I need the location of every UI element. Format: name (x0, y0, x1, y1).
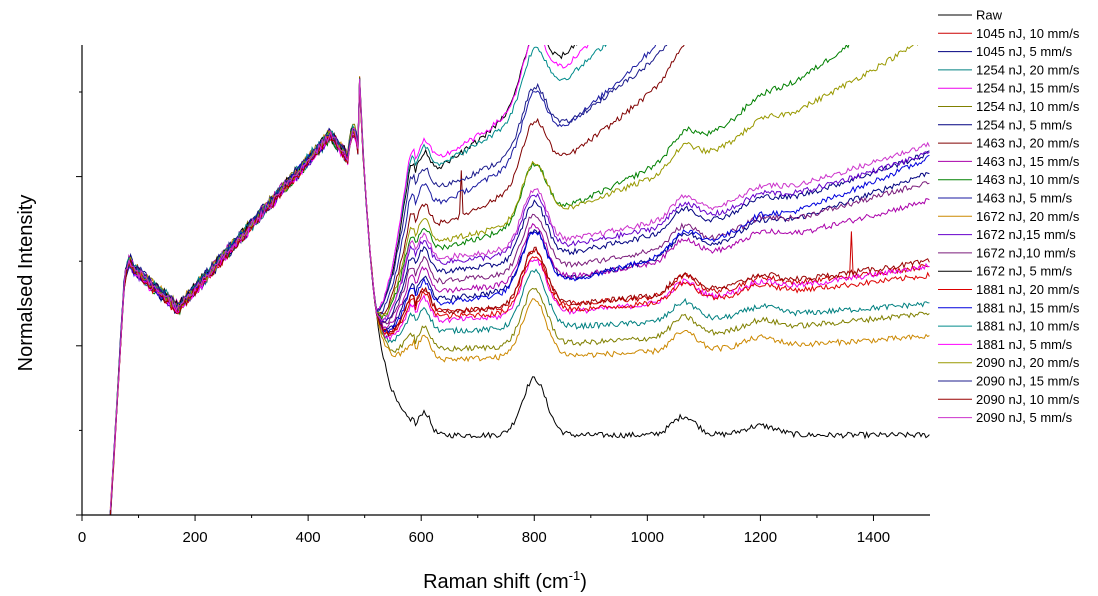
legend-label: 1045 nJ, 5 mm/s (976, 44, 1073, 59)
legend-label: 1881 nJ, 20 mm/s (976, 282, 1080, 297)
legend-label: 1254 nJ, 20 mm/s (976, 62, 1080, 77)
legend-label: 2090 nJ, 10 mm/s (976, 392, 1080, 407)
legend-label: 1254 nJ, 5 mm/s (976, 117, 1073, 132)
series-line (109, 45, 919, 515)
x-tick-label: 0 (78, 529, 86, 546)
legend-label: 1672 nJ,15 mm/s (976, 227, 1076, 242)
series-line (109, 45, 589, 515)
y-axis-title: Normalsed Intensity (15, 195, 37, 372)
series-line (109, 87, 930, 515)
x-tick-label: 1400 (857, 529, 890, 546)
axes: 0 200 400 600 800 1000 1200 1400 (76, 45, 930, 546)
series-line (109, 83, 930, 515)
legend-label: 1463 nJ, 5 mm/s (976, 191, 1073, 206)
series-line (109, 84, 930, 515)
series-line (109, 78, 930, 511)
series-line (109, 78, 930, 513)
x-tick-label: 1000 (631, 529, 664, 546)
x-axis-title: Raman shift (cm-1) (423, 568, 587, 593)
legend-label: 1881 nJ, 10 mm/s (976, 319, 1080, 334)
x-tick-label: 600 (409, 529, 434, 546)
legend-label: 1463 nJ, 20 mm/s (976, 136, 1080, 151)
plot-lines (109, 45, 930, 515)
series-line (109, 78, 930, 514)
series-line (109, 76, 930, 509)
series-line (109, 76, 930, 513)
legend-label: 1254 nJ, 10 mm/s (976, 99, 1080, 114)
legend-label: 1463 nJ, 15 mm/s (976, 154, 1080, 169)
legend-label: 2090 nJ, 15 mm/s (976, 374, 1080, 389)
legend-label: 1463 nJ, 10 mm/s (976, 172, 1080, 187)
series-line (109, 45, 607, 514)
legend-label: 1672 nJ,10 mm/s (976, 245, 1076, 260)
legend-label: 1672 nJ, 5 mm/s (976, 264, 1073, 279)
legend-label: 1254 nJ, 15 mm/s (976, 81, 1080, 96)
series-line (110, 85, 930, 515)
legend-label: Raw (976, 8, 1003, 23)
x-tick-label: 200 (183, 529, 208, 546)
legend-label: 1881 nJ, 15 mm/s (976, 300, 1080, 315)
legend-label: 1045 nJ, 10 mm/s (976, 26, 1080, 41)
legend-label: 1672 nJ, 20 mm/s (976, 209, 1080, 224)
series-line (109, 82, 930, 515)
legend-label: 1881 nJ, 5 mm/s (976, 337, 1073, 352)
x-tick-label: 400 (296, 529, 321, 546)
series-line (109, 45, 578, 513)
legend-label: 2090 nJ, 5 mm/s (976, 410, 1073, 425)
x-tick-label: 800 (522, 529, 547, 546)
series-line (109, 83, 930, 515)
legend: Raw 1045 nJ, 10 mm/s 1045 nJ, 5 mm/s 1254 n… (938, 8, 1080, 425)
legend-label: 2090 nJ, 20 mm/s (976, 355, 1080, 370)
x-tick-label: 1200 (744, 529, 777, 546)
